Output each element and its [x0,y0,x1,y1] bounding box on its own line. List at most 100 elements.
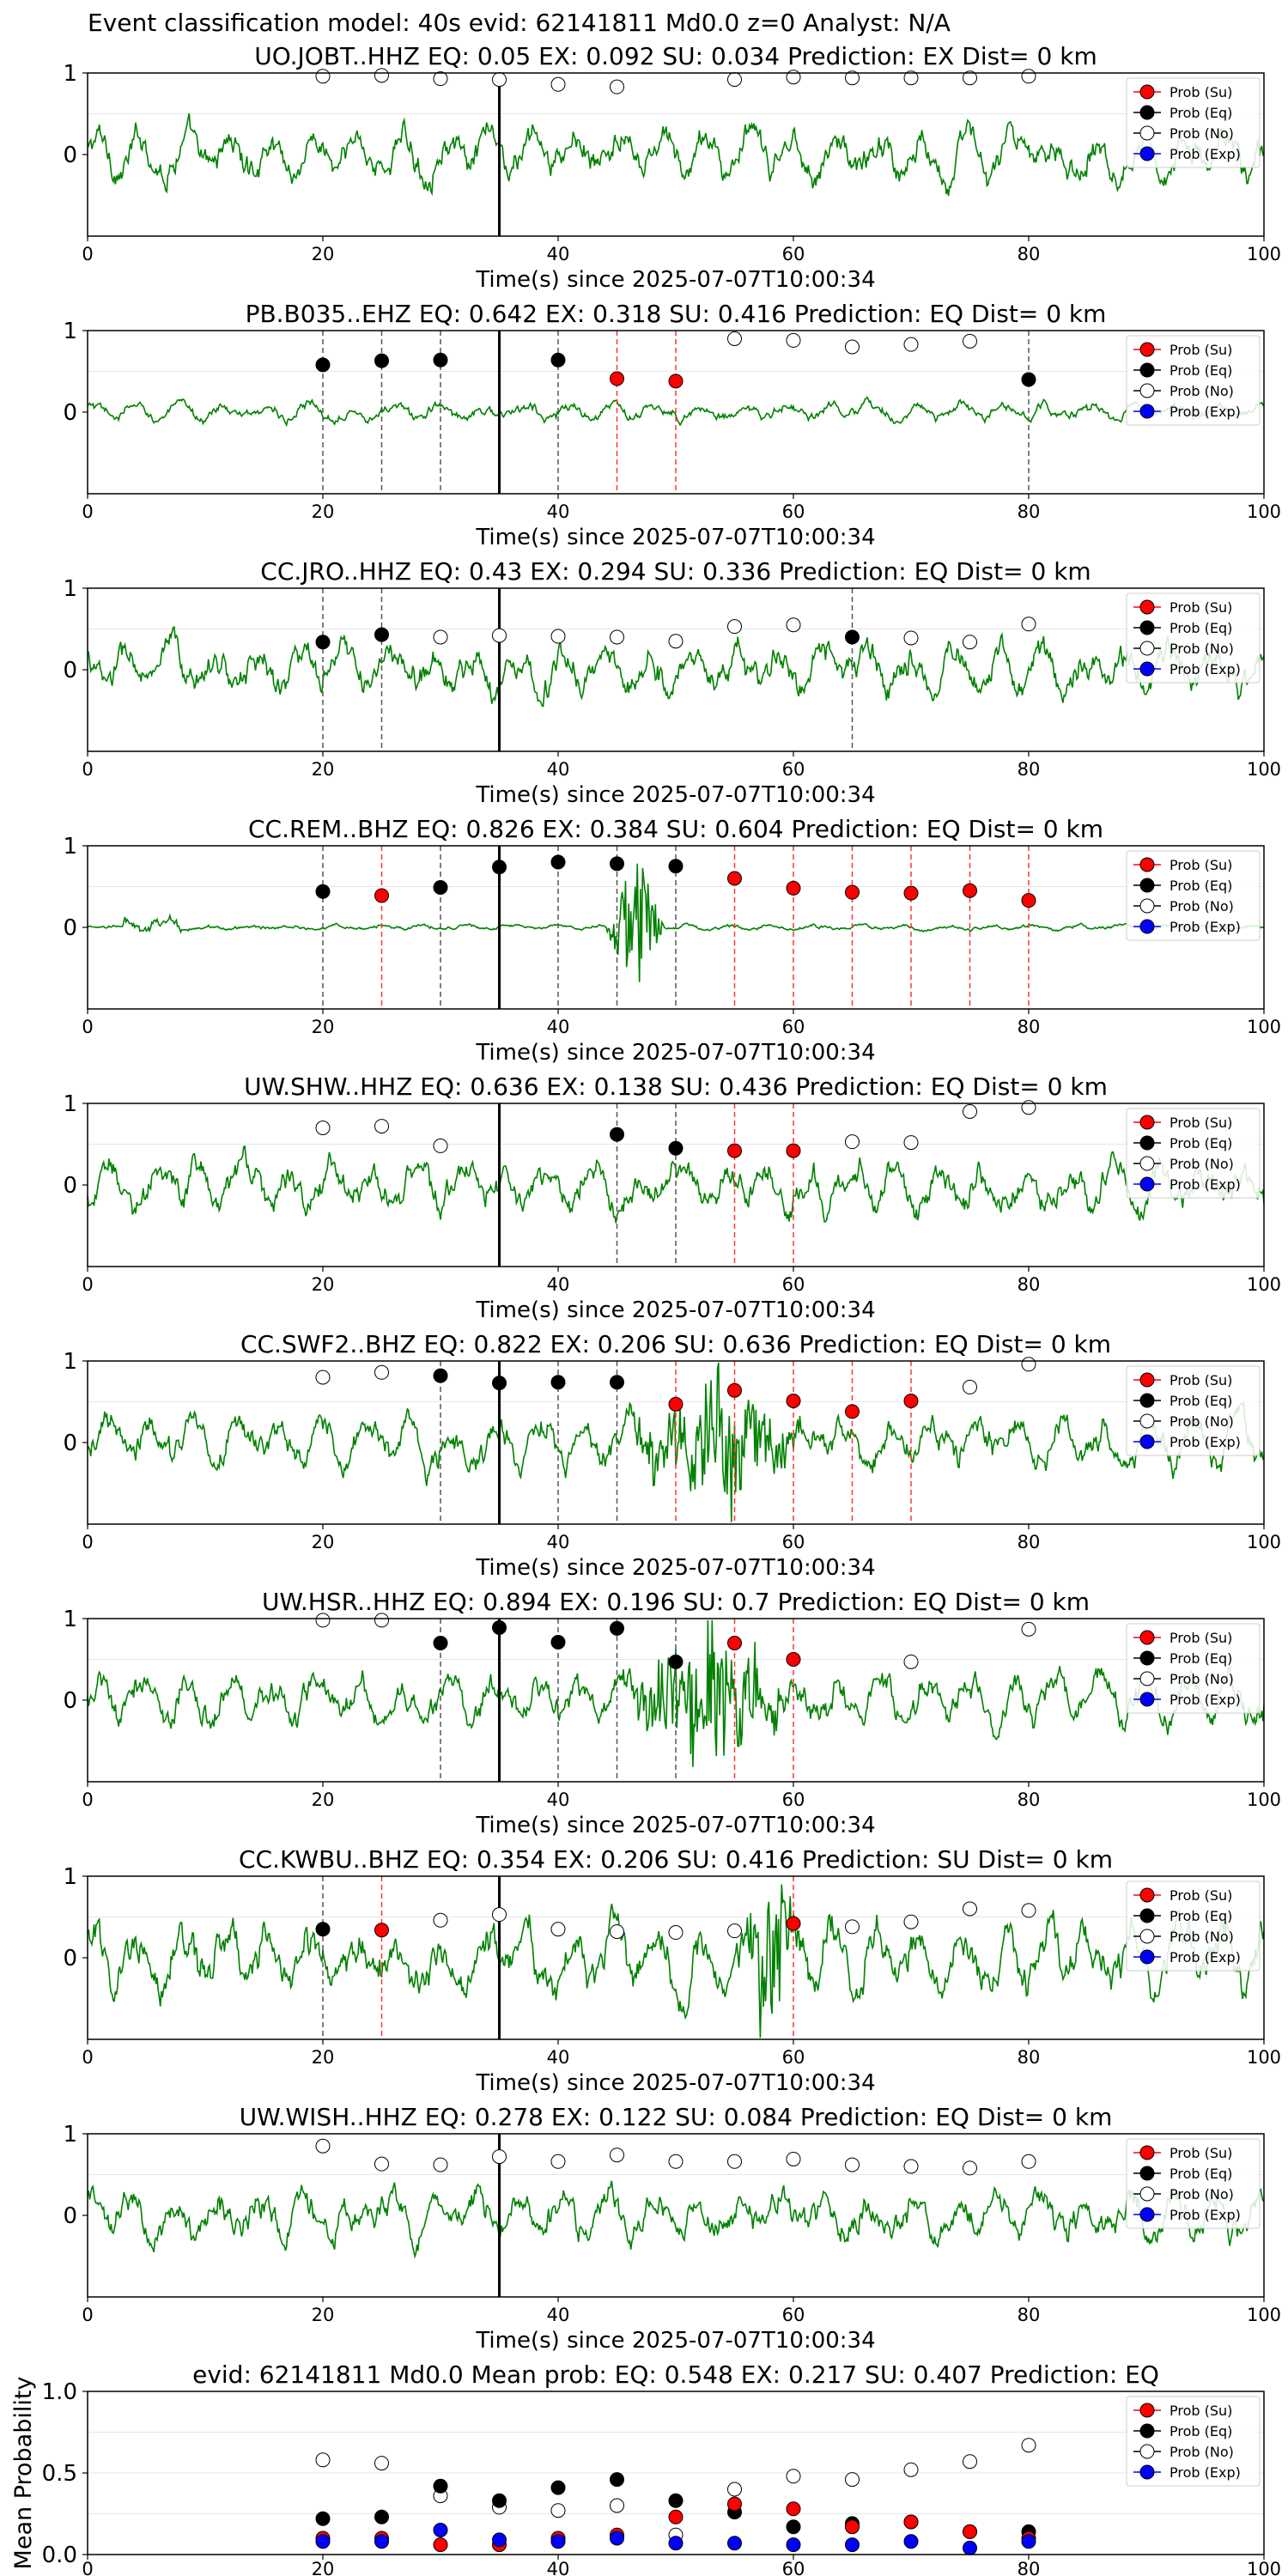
prob-marker-eq [550,1635,566,1650]
panel-title: PB.B035..EHZ EQ: 0.642 EX: 0.318 SU: 0.4… [246,300,1107,328]
x-tick-label: 20 [312,501,335,522]
legend-marker-eq [1139,2423,1155,2439]
y-tick-label: 0 [63,2203,77,2229]
mean-marker-su [903,2514,919,2530]
y-tick-label: 0 [63,400,77,426]
x-tick-label: 60 [782,1532,805,1552]
prob-marker-eq [374,627,389,642]
legend-box [1126,77,1261,168]
x-tick-label: 80 [1018,244,1041,264]
prob-marker-eq [610,1620,624,1636]
prob-marker-su [903,1394,919,1409]
waveform-trace [87,1619,1265,1767]
mean-marker-eq [374,2509,389,2524]
legend-marker-no [1139,2444,1155,2459]
legend-label-exp: Prob (Exp) [1170,1692,1241,1708]
x-tick-label: 0 [82,2559,93,2576]
prob-marker-eq [1021,372,1036,387]
legend-label-su: Prob (Su) [1170,599,1232,616]
prob-marker-eq [610,856,624,872]
legend-label-no: Prob (No) [1170,641,1234,657]
y-tick-label: 0 [63,915,77,941]
legend-box [1126,1365,1261,1456]
prob-marker-no [492,72,507,88]
x-tick-label: 40 [547,2559,570,2576]
panel-4: CC.REM..BHZ EQ: 0.826 EX: 0.384 SU: 0.60… [63,815,1281,1066]
y-axis-label: Mean Probability [10,2377,37,2570]
legend-marker-su [1139,1372,1155,1388]
x-axis-label: Time(s) since 2025-07-07T10:00:34 [475,1040,875,1066]
legend-label-no: Prob (No) [1170,1929,1234,1945]
prob-marker-eq [610,1375,624,1390]
prob-marker-no [668,2154,683,2169]
x-tick-label: 0 [82,501,93,522]
y-tick-label: 1 [63,1091,77,1117]
mean-marker-no [786,2469,801,2484]
legend-marker-exp [1139,146,1155,161]
panel-title: UW.WISH..HHZ EQ: 0.278 EX: 0.122 SU: 0.0… [240,2103,1113,2131]
mean-marker-su [786,2501,801,2517]
prob-marker-no [903,1135,919,1151]
prob-marker-eq [374,353,389,368]
legend-marker-no [1139,641,1155,656]
legend-label-su: Prob (Su) [1170,857,1232,873]
prob-marker-su [903,885,919,901]
x-tick-label: 0 [82,1532,93,1552]
prob-marker-su [374,888,389,903]
panel-title: CC.REM..BHZ EQ: 0.826 EX: 0.384 SU: 0.60… [248,815,1103,843]
legend-marker-no [1139,1929,1155,1944]
mean-marker-no [550,2503,566,2518]
legend-marker-no [1139,383,1155,398]
y-tick-label: 0 [63,143,77,168]
panel-7-legend: Prob (Su) Prob (Eq) Prob (No) Prob (Exp) [1126,1623,1261,1714]
prob-marker-no [492,2149,507,2165]
legend-marker-no [1139,1413,1155,1429]
mean-marker-eq [433,2478,448,2494]
prob-marker-no [845,339,860,355]
legend-box [1126,2138,1261,2229]
axes-frame [87,587,1265,752]
prob-marker-no [550,629,566,644]
x-tick-label: 80 [1018,2305,1041,2325]
x-tick-label: 20 [312,2559,335,2576]
prob-marker-eq [315,884,331,899]
legend-marker-eq [1139,1650,1155,1666]
legend-box [1126,850,1261,941]
legend-box [1126,1623,1261,1714]
mean-marker-no [610,2498,624,2513]
mean-marker-eq [315,2511,331,2526]
legend-box [1126,1108,1261,1199]
x-tick-label: 60 [782,2047,805,2068]
legend-marker-exp [1139,919,1155,934]
prob-marker-eq [433,1368,448,1383]
mean-marker-no [903,2462,919,2477]
prob-marker-no [963,70,977,86]
prob-marker-no [1021,1621,1036,1637]
legend-label-eq: Prob (Eq) [1170,1393,1232,1409]
prob-marker-eq [315,635,331,650]
prob-marker-no [903,630,919,646]
legend-label-eq: Prob (Eq) [1170,2166,1232,2182]
prob-marker-no [1021,1903,1036,1918]
legend-marker-exp [1139,1692,1155,1707]
axes-frame [87,1875,1265,2040]
legend-marker-su [1139,84,1155,100]
legend-marker-no [1139,125,1155,141]
legend-marker-eq [1139,620,1155,635]
prob-marker-su [786,1916,801,1931]
x-tick-label: 80 [1018,1274,1041,1295]
prob-marker-no [374,1119,389,1134]
legend-marker-su [1139,2403,1155,2418]
prob-marker-no [786,70,801,85]
panel-9-legend: Prob (Su) Prob (Eq) Prob (No) Prob (Exp) [1126,2138,1261,2229]
prob-marker-no [727,619,742,635]
y-tick-label: 1 [63,834,77,860]
x-tick-label: 20 [312,2047,335,2068]
x-tick-label: 20 [312,1274,335,1295]
prob-marker-no [727,2154,742,2169]
mean-marker-no [845,2472,860,2488]
prob-marker-no [786,617,801,633]
legend-label-exp: Prob (Exp) [1170,2207,1241,2223]
legend-label-su: Prob (Su) [1170,1372,1232,1388]
